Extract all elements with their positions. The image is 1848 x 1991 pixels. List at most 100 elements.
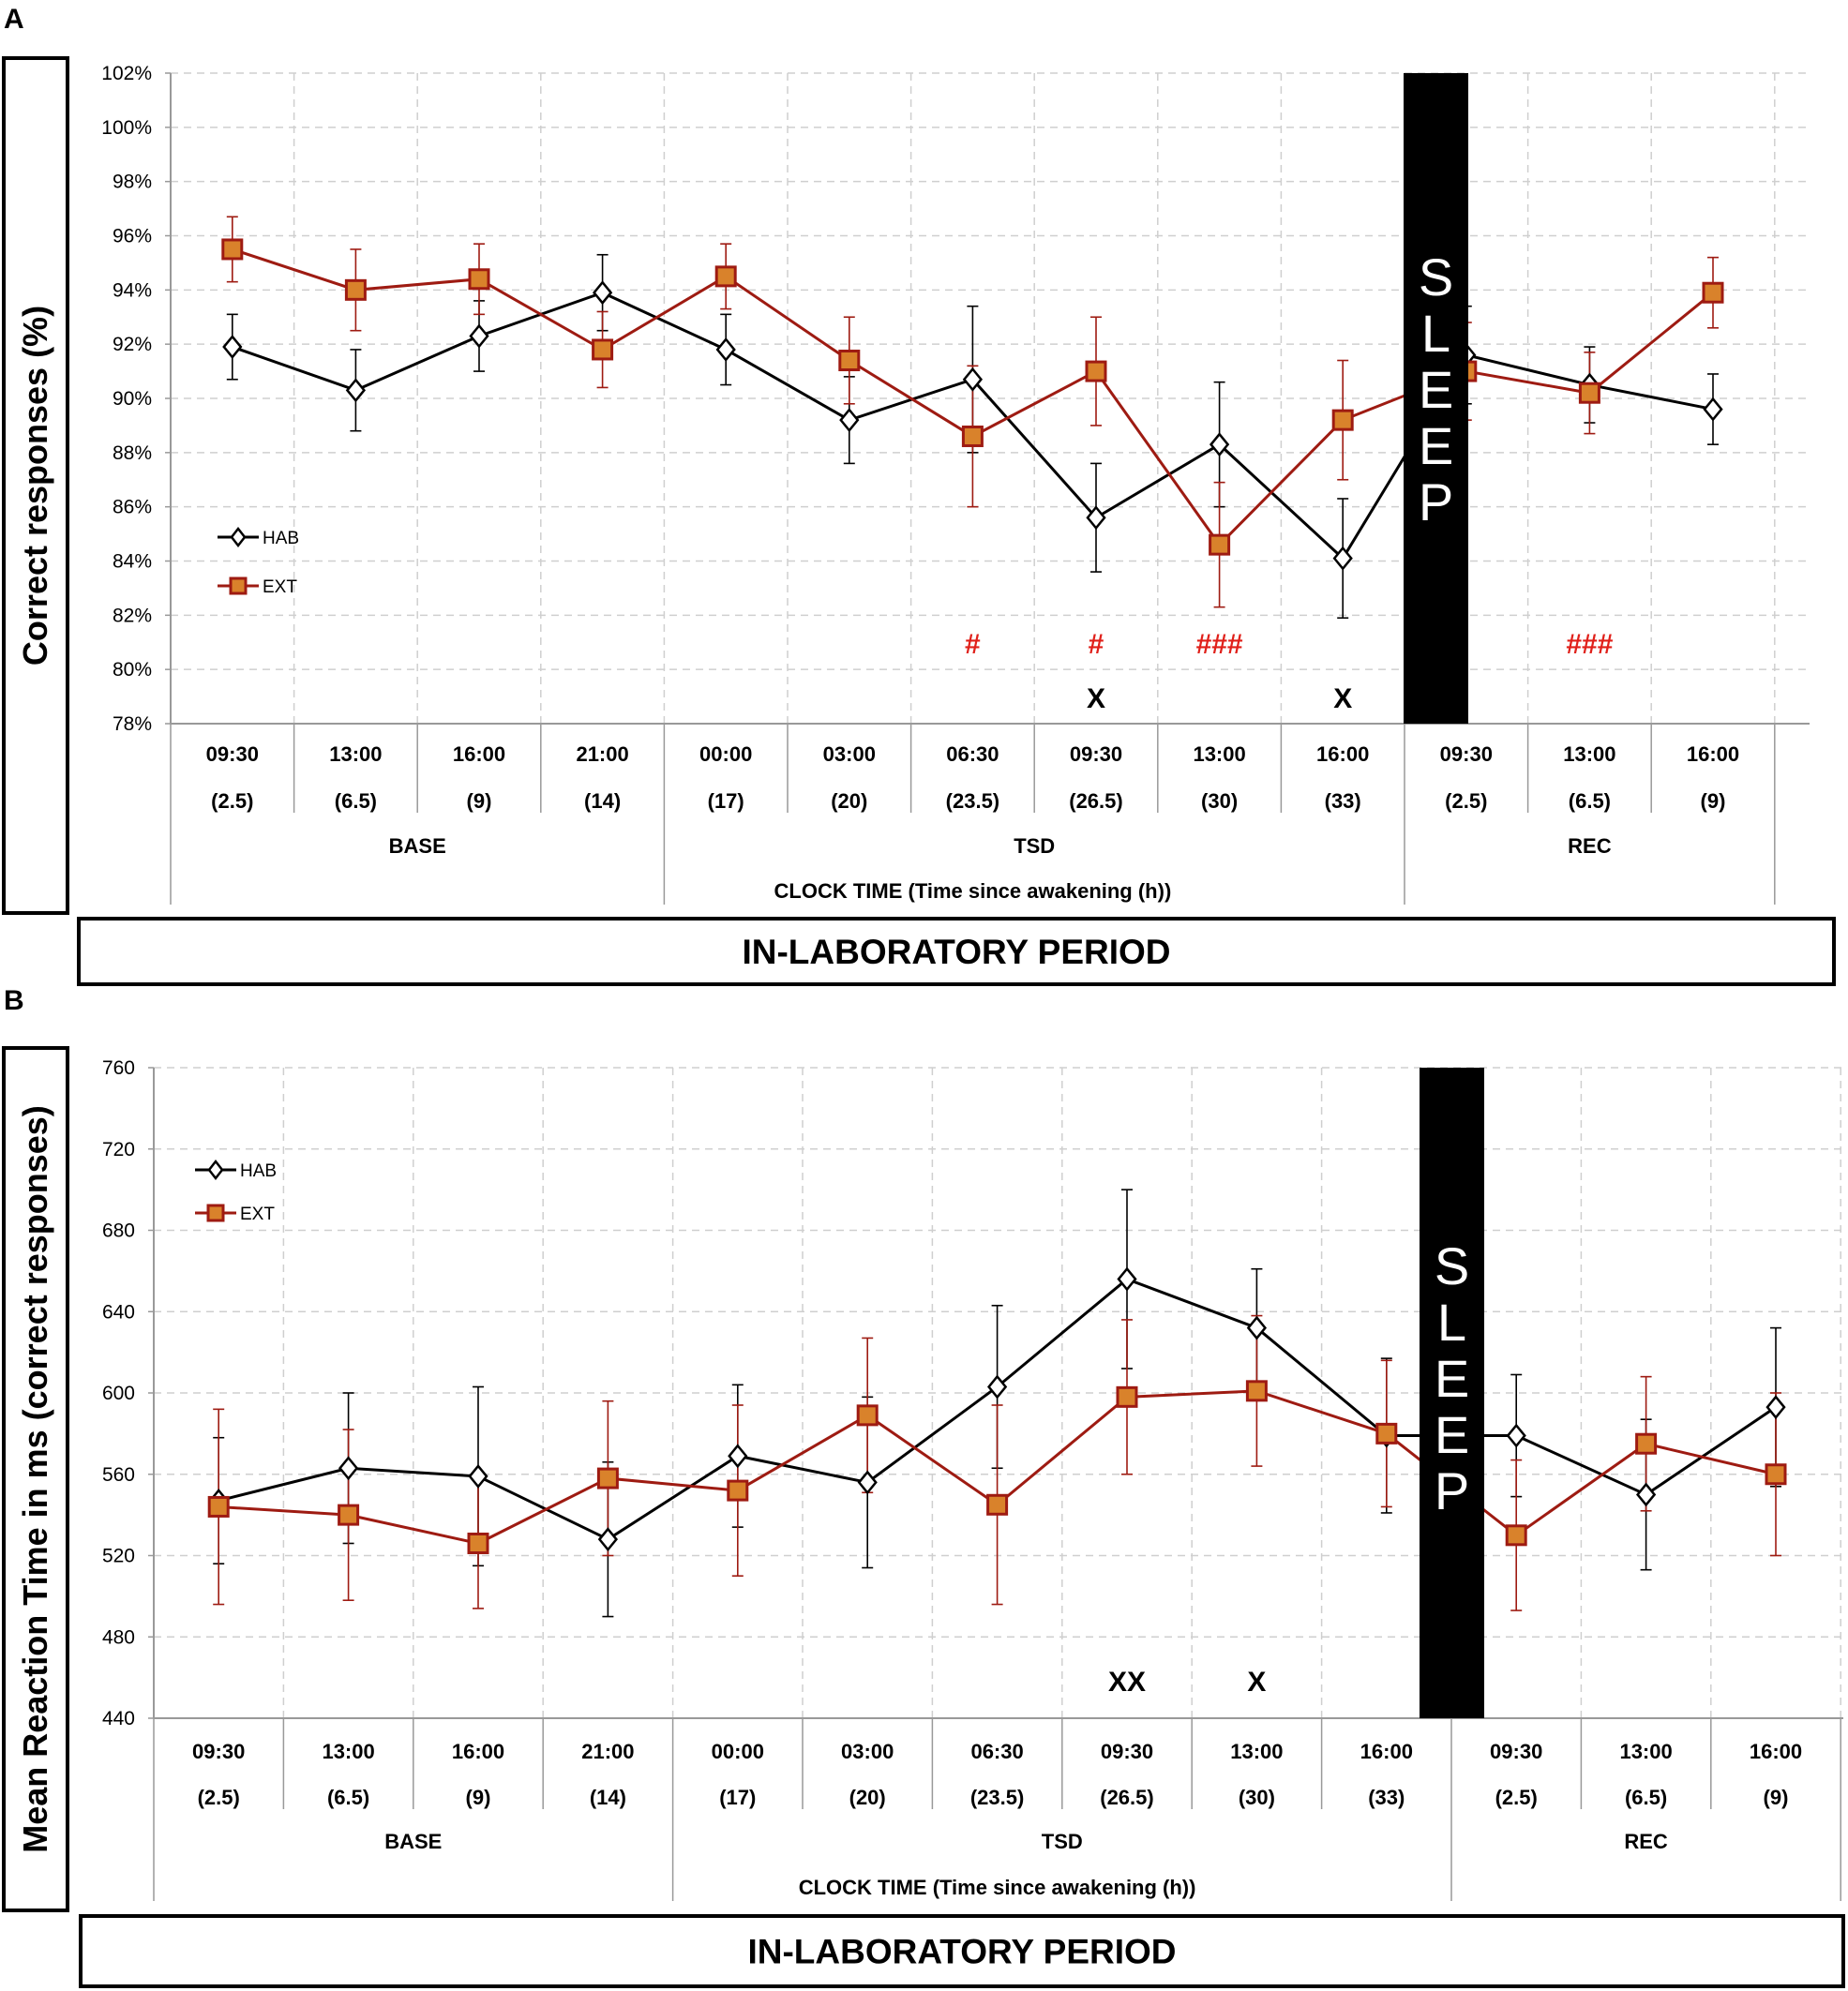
ext-data-point <box>344 278 367 301</box>
x-tick-label-awake: (33) <box>1325 789 1361 813</box>
hab-data-point <box>728 1444 748 1469</box>
y-tick-label: 80% <box>113 659 152 681</box>
hab-data-point <box>962 367 984 392</box>
hab-data-point <box>1506 1423 1526 1448</box>
x-tick-label-time: 09:30 <box>206 742 259 766</box>
significance-mark-ext: ### <box>1566 629 1613 660</box>
sleep-letter: E <box>1435 1349 1469 1408</box>
ext-data-point <box>727 1479 749 1502</box>
x-tick-label-awake: (6.5) <box>327 1786 369 1809</box>
panel-b-reaction-time-chart: 440 480 520 560 600 640 680 720 760 09:30 (2.5) 13:… <box>2 1046 1845 1988</box>
y-tick-label: 86% <box>113 497 152 518</box>
y-tick-label: 88% <box>113 442 152 464</box>
y-tick-label: 78% <box>113 713 152 735</box>
legend-ext-marker <box>229 576 248 595</box>
y-tick-label: 680 <box>102 1220 135 1242</box>
x-tick-label-time: 13:00 <box>1619 1740 1672 1763</box>
y-tick-label: 82% <box>113 605 152 626</box>
ext-data-point <box>1505 1524 1527 1547</box>
x-tick-label-time: 06:30 <box>946 742 999 766</box>
y-tick-label: 520 <box>102 1546 135 1567</box>
period-box <box>77 917 1836 986</box>
x-group-label: BASE <box>384 1830 442 1853</box>
legend-ext-label: EXT <box>240 1205 275 1224</box>
hab-data-point <box>222 335 243 360</box>
sleep-letter: S <box>1435 1236 1469 1295</box>
x-tick-label-awake: (6.5) <box>1625 1786 1667 1809</box>
hab-data-point <box>1246 1315 1268 1340</box>
x-tick-label-time: 21:00 <box>581 1740 634 1763</box>
x-axis-title: CLOCK TIME (Time since awakening (h)) <box>799 1876 1196 1899</box>
panel-letter-a: A <box>4 4 24 35</box>
x-tick-label-awake: (33) <box>1368 1786 1405 1809</box>
hab-data-point <box>338 1456 359 1481</box>
x-group-label: REC <box>1624 1830 1668 1853</box>
x-tick-label-time: 13:00 <box>1230 1740 1283 1763</box>
y-tick-label: 92% <box>113 334 152 355</box>
x-group-label: TSD <box>1042 1830 1083 1853</box>
sleep-letter: P <box>1419 472 1453 531</box>
x-tick-label-awake: (2.5) <box>198 1786 240 1809</box>
hab-data-point <box>1209 432 1230 457</box>
x-tick-label-awake: (30) <box>1239 1786 1275 1809</box>
x-group-label: REC <box>1568 834 1612 858</box>
ext-data-point <box>961 425 984 447</box>
ext-data-point <box>467 1532 489 1554</box>
ext-data-point <box>856 1404 879 1427</box>
ext-data-point <box>468 268 490 291</box>
ext-data-point <box>1331 409 1354 431</box>
ext-data-point <box>596 1467 619 1490</box>
legend-ext-label: EXT <box>263 577 297 597</box>
x-tick-label-time: 09:30 <box>1070 742 1122 766</box>
y-tick-label: 96% <box>113 226 152 247</box>
legend-hab-label: HAB <box>263 529 299 548</box>
x-tick-label-time: 16:00 <box>1750 1740 1802 1763</box>
x-tick-label-time: 13:00 <box>322 1740 374 1763</box>
hab-data-point <box>345 378 367 403</box>
period-label: IN-LABORATORY PERIOD <box>742 933 1170 971</box>
hab-data-point <box>715 337 736 362</box>
hab-data-point <box>592 280 613 306</box>
x-tick-label-time: 09:30 <box>1440 742 1493 766</box>
sleep-letter: E <box>1419 360 1453 419</box>
hab-data-point <box>1635 1482 1657 1507</box>
significance-mark-hab: X <box>1247 1667 1266 1698</box>
x-tick-label-time: 09:30 <box>192 1740 245 1763</box>
x-axis-title: CLOCK TIME (Time since awakening (h)) <box>774 879 1172 903</box>
x-tick-label-awake: (2.5) <box>1495 1786 1538 1809</box>
hab-data-point <box>469 323 489 349</box>
x-tick-label-awake: (6.5) <box>335 789 377 813</box>
panel-letter-b: B <box>4 985 24 1016</box>
x-tick-label-time: 03:00 <box>823 742 876 766</box>
x-tick-label-awake: (9) <box>1764 1786 1789 1809</box>
x-tick-label-time: 16:00 <box>1360 1740 1413 1763</box>
ext-data-point <box>838 350 861 372</box>
x-tick-label-awake: (30) <box>1201 789 1238 813</box>
hab-data-point <box>597 1527 619 1552</box>
hab-data-point <box>839 408 860 433</box>
ext-data-point <box>1375 1422 1398 1445</box>
significance-mark-ext: ### <box>1196 629 1243 660</box>
ext-data-point <box>1085 360 1107 382</box>
sleep-letter: L <box>1421 304 1450 363</box>
ext-data-point <box>221 238 244 261</box>
x-tick-label-awake: (17) <box>708 789 744 813</box>
hab-data-point <box>1765 1395 1786 1420</box>
x-tick-label-time: 13:00 <box>329 742 382 766</box>
y-tick-label: 600 <box>102 1383 135 1404</box>
x-tick-label-awake: (26.5) <box>1100 1786 1153 1809</box>
x-tick-label-awake: (17) <box>719 1786 756 1809</box>
sleep-bar <box>1420 1068 1484 1718</box>
x-tick-label-awake: (9) <box>467 789 492 813</box>
legend-ext-marker <box>206 1204 225 1222</box>
ext-data-point <box>1209 533 1231 556</box>
x-tick-label-awake: (20) <box>849 1786 886 1809</box>
sleep-letter: E <box>1419 416 1453 475</box>
y-tick-label: 100% <box>101 117 152 139</box>
y-tick-label: 760 <box>102 1057 135 1079</box>
hab-data-point <box>1117 1266 1137 1292</box>
hab-data-point <box>986 1374 1008 1400</box>
ext-data-point <box>592 338 614 361</box>
ext-data-point <box>338 1504 360 1526</box>
